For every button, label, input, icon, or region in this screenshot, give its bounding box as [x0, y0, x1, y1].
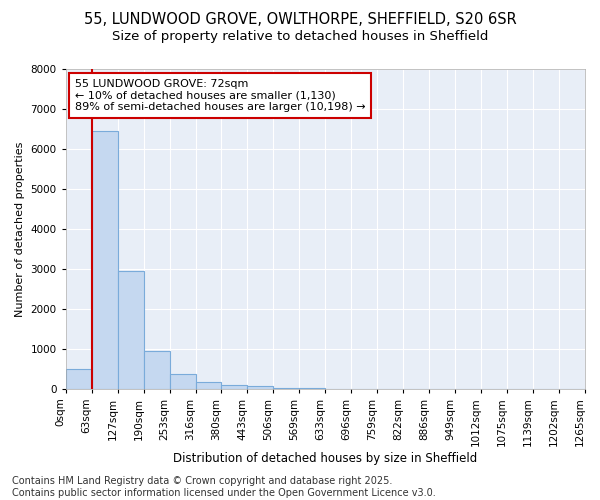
Text: 55 LUNDWOOD GROVE: 72sqm
← 10% of detached houses are smaller (1,130)
89% of sem: 55 LUNDWOOD GROVE: 72sqm ← 10% of detach… — [75, 79, 365, 112]
Bar — [143, 350, 170, 389]
Bar — [247, 386, 274, 388]
Bar — [196, 382, 221, 388]
Bar — [221, 384, 247, 388]
Bar — [92, 131, 118, 388]
Text: Contains HM Land Registry data © Crown copyright and database right 2025.
Contai: Contains HM Land Registry data © Crown c… — [12, 476, 436, 498]
Y-axis label: Number of detached properties: Number of detached properties — [15, 141, 25, 316]
Bar — [170, 374, 196, 388]
Bar — [66, 368, 92, 388]
Text: 55, LUNDWOOD GROVE, OWLTHORPE, SHEFFIELD, S20 6SR: 55, LUNDWOOD GROVE, OWLTHORPE, SHEFFIELD… — [83, 12, 517, 28]
X-axis label: Distribution of detached houses by size in Sheffield: Distribution of detached houses by size … — [173, 452, 478, 465]
Text: Size of property relative to detached houses in Sheffield: Size of property relative to detached ho… — [112, 30, 488, 43]
Bar — [118, 271, 143, 388]
